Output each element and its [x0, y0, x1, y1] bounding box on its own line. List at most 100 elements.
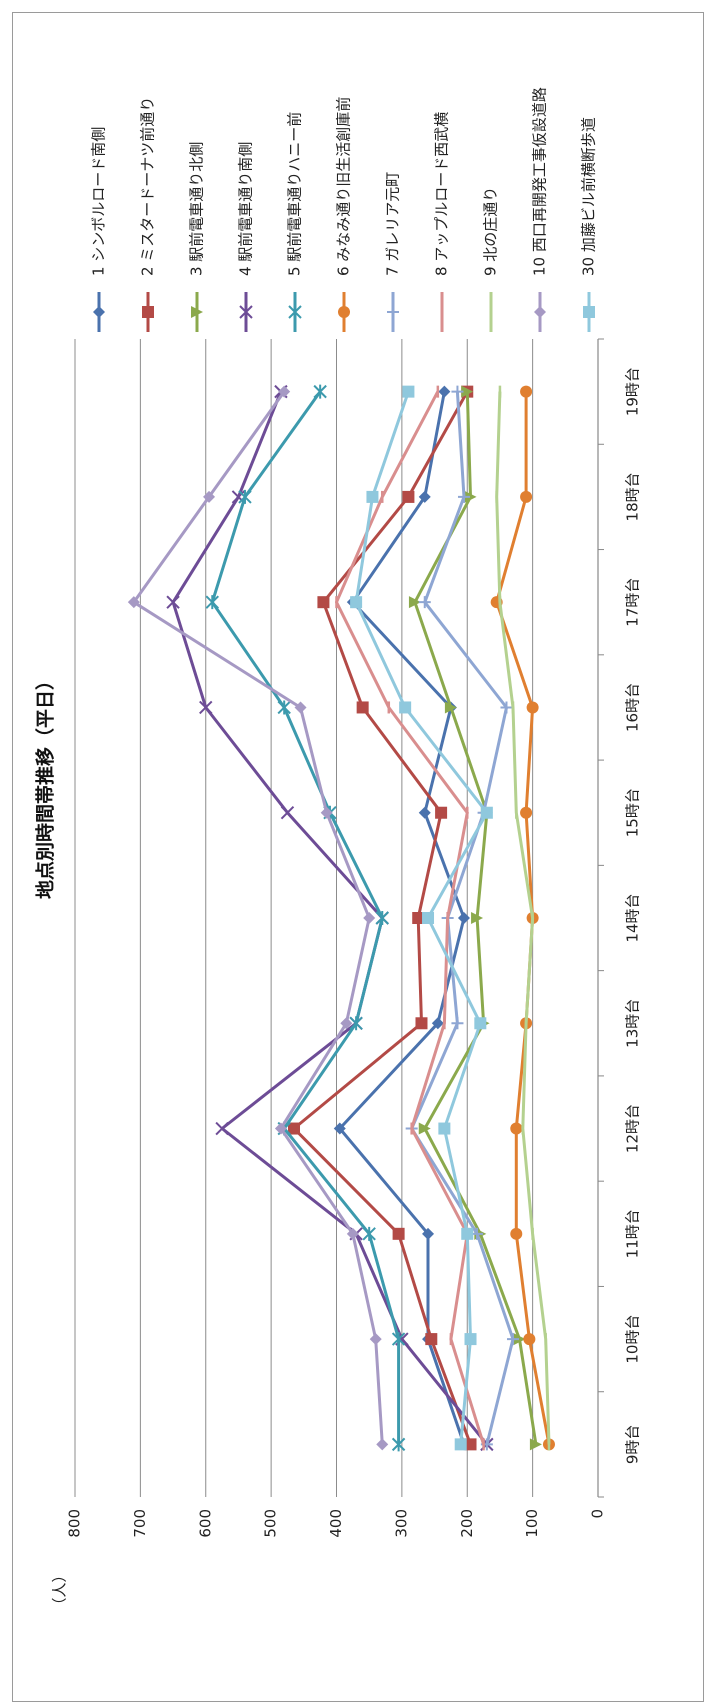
data-point	[363, 912, 376, 924]
x-tick-label: 16時台	[624, 683, 642, 732]
data-point	[461, 1227, 474, 1240]
gridlines	[74, 339, 599, 1497]
data-point	[408, 596, 421, 609]
data-point	[215, 1121, 229, 1136]
data-point	[520, 385, 533, 398]
data-point	[431, 1017, 444, 1030]
legend-label: 6 みなみ通り旧生活創庫前	[335, 97, 353, 276]
x-tick-label: 19時台	[624, 367, 642, 416]
data-point	[340, 1017, 353, 1030]
x-tick-label: 14時台	[624, 893, 642, 942]
legend-entry: 30 加藤ビル前横断歩道	[580, 117, 598, 332]
legend-marker	[142, 306, 154, 318]
series-line	[171, 391, 489, 1446]
data-point	[510, 1122, 523, 1135]
series-9	[495, 385, 551, 1451]
x-tick-label: 11時台	[624, 1209, 642, 1258]
data-point	[203, 490, 216, 503]
y-tick-label: 100	[523, 1509, 541, 1538]
data-point	[510, 1227, 523, 1240]
data-point	[425, 1333, 438, 1346]
data-point	[350, 596, 363, 609]
y-tick-label: 800	[66, 1509, 84, 1538]
data-point	[349, 1016, 363, 1031]
legend-marker	[534, 306, 546, 318]
data-point	[451, 1017, 464, 1030]
data-point	[507, 1333, 520, 1346]
legend-entry: 2 ミスタードーナツ前通り	[139, 97, 157, 332]
x-tick-label: 18時台	[624, 472, 642, 521]
chart-title: 地点別時間帯推移（平日）	[34, 671, 57, 899]
data-point	[346, 1227, 359, 1240]
legend-entry: 7 ガレリア元町	[384, 172, 402, 332]
data-point	[457, 912, 470, 924]
data-point	[474, 1017, 487, 1030]
data-point	[464, 490, 477, 503]
data-point	[317, 596, 330, 609]
data-point	[418, 596, 431, 609]
data-point	[457, 490, 470, 503]
y-tick-label: 600	[196, 1509, 214, 1538]
data-point	[288, 1122, 301, 1135]
data-point	[166, 595, 180, 609]
data-point	[415, 1017, 428, 1030]
data-point	[391, 1332, 406, 1347]
x-tick-label: 17時台	[624, 578, 642, 627]
data-point	[277, 700, 291, 715]
data-point	[471, 912, 484, 924]
data-point	[513, 1333, 526, 1346]
data-point	[438, 385, 451, 398]
data-point	[461, 385, 474, 398]
legend-marker	[239, 305, 253, 319]
series-line	[132, 390, 384, 1445]
legend-label: 4 駅前電車通り南側	[237, 142, 255, 276]
data-point	[280, 806, 295, 820]
data-point	[418, 490, 431, 503]
legend-label: 9 北の庄通り	[482, 187, 500, 276]
legend-marker	[387, 306, 399, 318]
legend-entry: 6 みなみ通り旧生活創庫前	[335, 97, 353, 332]
data-point	[464, 1333, 477, 1346]
data-point	[422, 1227, 435, 1240]
x-tick-label: 13時台	[624, 999, 642, 1048]
legend-marker	[338, 306, 350, 318]
data-point	[127, 596, 140, 609]
data-point	[199, 700, 213, 715]
data-point	[529, 1438, 542, 1451]
data-point	[402, 490, 415, 503]
y-tick-label: 500	[262, 1509, 280, 1538]
data-point	[238, 489, 252, 504]
y-tick-label: 0	[589, 1509, 607, 1519]
data-point	[500, 701, 513, 714]
y-axis-label: （人）	[51, 1567, 69, 1612]
data-point	[480, 806, 493, 819]
legend-label: 3 駅前電車通り北側	[188, 142, 206, 276]
data-point	[278, 385, 291, 398]
legend-entry: 5 駅前電車通りハニー前	[286, 112, 304, 332]
data-point	[422, 912, 435, 924]
data-point	[333, 1122, 346, 1135]
legend-marker	[583, 306, 595, 318]
legend-label: 5 駅前電車通りハニー前	[286, 112, 304, 276]
axes: 0 100 200 300 400 500 600 700 800 9時台 10時台 11時台 12時台…	[66, 338, 642, 1538]
series-10	[127, 385, 389, 1451]
data-point	[418, 806, 431, 819]
legend-entry: 4 駅前電車通り南側	[237, 142, 255, 332]
data-point	[454, 1438, 467, 1451]
legend-label: 10 西口再開発工事仮設道路	[531, 87, 549, 276]
data-point	[438, 1122, 451, 1135]
data-point	[464, 1438, 477, 1451]
series-11	[350, 385, 493, 1451]
x-tick-label: 15時台	[624, 788, 642, 837]
legend-label: 8 アップルロード西武横	[433, 112, 451, 276]
data-point	[313, 384, 327, 399]
data-point	[526, 701, 539, 714]
legend-label: 7 ガレリア元町	[384, 172, 402, 276]
legend-marker	[288, 305, 302, 319]
legend: 1 シンボルロード南側 2 ミスタードーナツ前通り 3 駅前電車通り北側 4 駅前電車…	[90, 87, 598, 332]
legend-marker	[191, 306, 203, 318]
series-lines	[127, 384, 555, 1452]
series-line	[495, 391, 551, 1445]
legend-entry: 8 アップルロード西武横	[433, 112, 451, 332]
data-point	[444, 701, 457, 714]
